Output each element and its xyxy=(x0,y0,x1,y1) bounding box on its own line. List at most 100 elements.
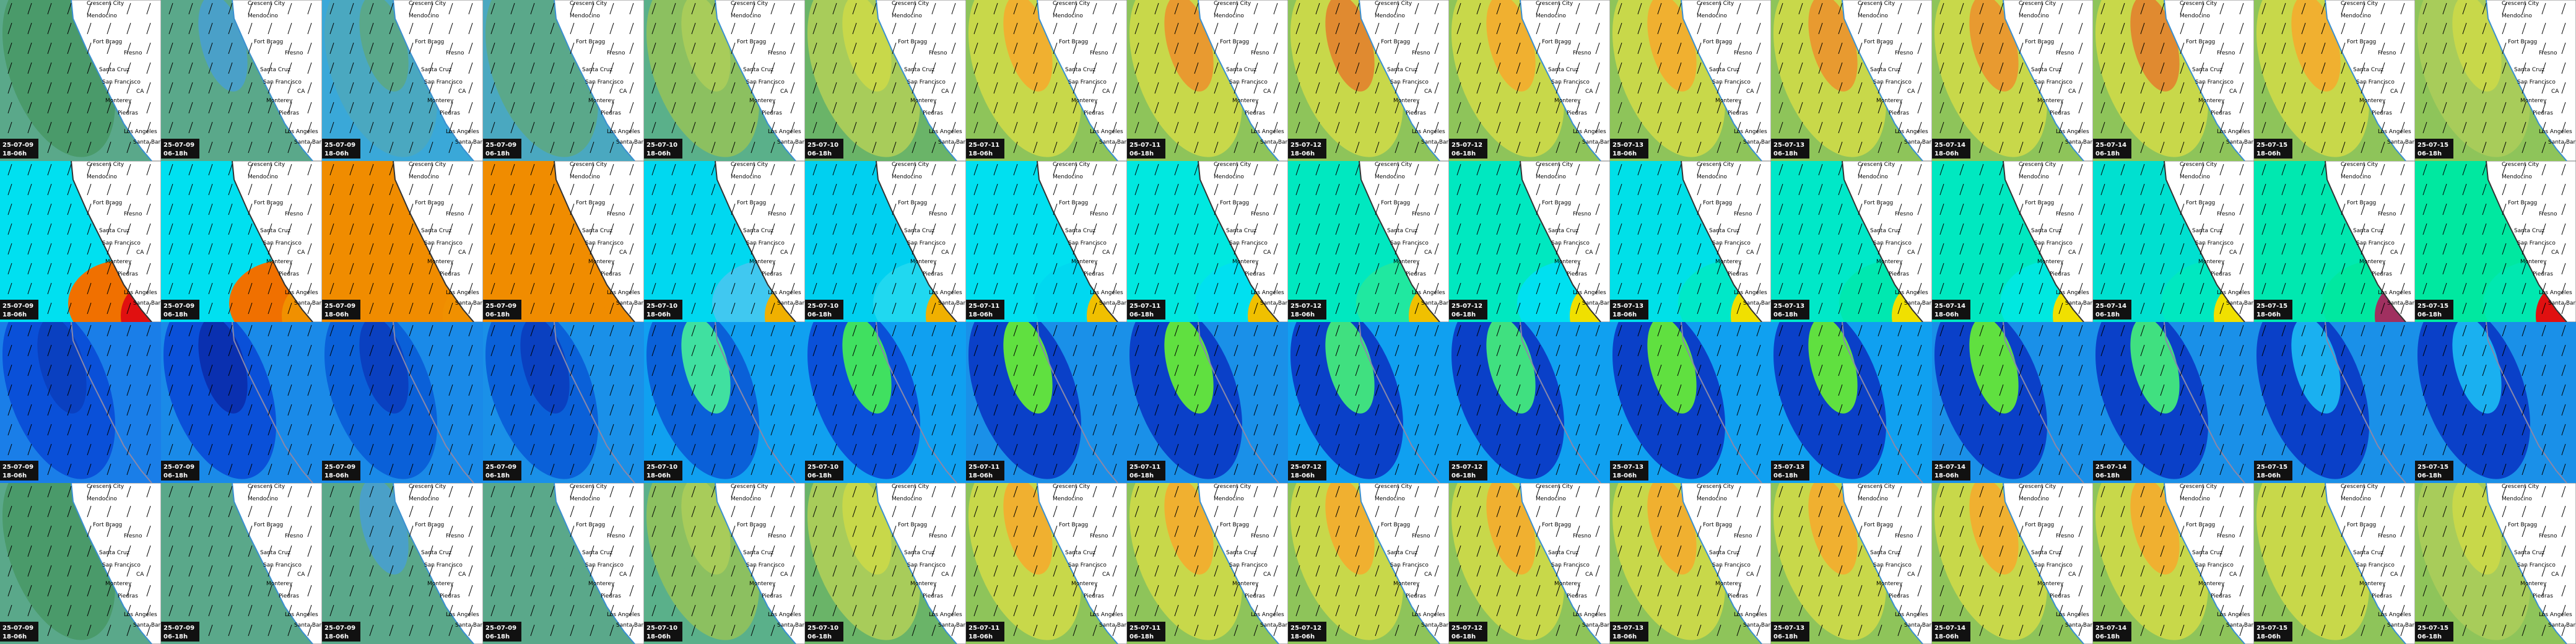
wind-arrow xyxy=(2180,443,2185,456)
wind-arrow xyxy=(1798,121,1803,134)
wind-arrow xyxy=(1595,282,1600,295)
wind-arrow xyxy=(550,62,555,74)
place-label: Los Angeles xyxy=(768,129,801,135)
wind-arrow xyxy=(248,22,253,35)
wind-arrow xyxy=(1697,585,1702,597)
wind-arrow xyxy=(2321,102,2326,114)
wind-arrow xyxy=(711,404,716,416)
wind-arrow xyxy=(2239,2,2244,15)
wind-arrow xyxy=(2239,141,2244,154)
wind-arrow xyxy=(27,505,32,518)
wind-arrow xyxy=(1456,243,1461,255)
wind-arrow xyxy=(1736,344,1741,357)
wind-arrow xyxy=(852,163,857,176)
wind-arrow xyxy=(2400,203,2405,215)
wind-arrow xyxy=(550,364,555,376)
place-label: Monterey xyxy=(910,98,937,104)
wind-arrow xyxy=(47,545,52,557)
wind-arrow xyxy=(1013,263,1018,275)
wind-arrow xyxy=(429,141,433,154)
wind-arrow xyxy=(2219,424,2224,436)
wind-arrow xyxy=(107,384,111,396)
wind-arrow xyxy=(389,364,394,376)
wind-arrow xyxy=(1798,82,1803,94)
wind-arrow xyxy=(1234,22,1238,35)
wind-arrow xyxy=(1798,62,1803,74)
date-label: 25-07-13 xyxy=(1612,142,1643,149)
wind-arrow xyxy=(1273,624,1278,637)
place-label: Fort Bragg xyxy=(1220,39,1249,45)
wind-arrow xyxy=(1556,223,1560,235)
wind-arrow xyxy=(1959,443,1964,456)
wind-arrow xyxy=(1878,42,1882,54)
wind-arrow xyxy=(1414,525,1419,537)
wind-arrow xyxy=(1756,102,1761,114)
wind-arrow xyxy=(2180,364,2185,376)
wind-arrow xyxy=(208,525,213,537)
wind-arrow xyxy=(1575,384,1580,396)
wind-arrow xyxy=(1214,585,1219,597)
wind-arrow xyxy=(1174,585,1179,597)
wind-arrow xyxy=(711,243,716,255)
wind-arrow xyxy=(1858,404,1863,416)
wind-arrow xyxy=(287,102,292,114)
wind-arrow xyxy=(1355,223,1360,235)
wind-arrow xyxy=(27,223,32,235)
wind-arrow xyxy=(609,604,614,617)
wind-arrow xyxy=(1073,344,1077,357)
place-label: Los Angeles xyxy=(929,612,962,618)
wind-arrow xyxy=(87,585,92,597)
wind-arrow xyxy=(1476,404,1481,416)
place-label: Los Angeles xyxy=(2378,129,2411,135)
wind-arrow xyxy=(832,62,837,74)
wind-arrow xyxy=(1897,22,1902,35)
period-label: 18-06h xyxy=(1612,150,1637,157)
wind-arrow xyxy=(832,2,837,15)
wind-arrow xyxy=(146,463,151,476)
wind-arrow xyxy=(2541,203,2546,215)
wind-arrow xyxy=(1617,183,1622,196)
wind-arrow xyxy=(107,364,111,376)
wind-arrow xyxy=(1858,121,1863,134)
wind-arrow xyxy=(510,163,515,176)
date-box xyxy=(1288,300,1326,320)
wind-arrow xyxy=(550,102,555,114)
wind-arrow xyxy=(47,263,52,275)
wind-arrow xyxy=(389,384,394,396)
wind-arrow xyxy=(770,263,775,275)
wind-arrow xyxy=(1697,324,1702,337)
wind-arrow xyxy=(2261,344,2266,357)
wind-arrow xyxy=(2219,404,2224,416)
wind-arrow xyxy=(912,364,916,376)
place-label: Santa Cruz xyxy=(1548,550,1579,556)
wind-arrow xyxy=(510,525,515,537)
wind-arrow xyxy=(872,183,877,196)
place-label: Santa Barbara xyxy=(455,622,495,629)
wind-arrow xyxy=(812,183,817,196)
wind-arrow xyxy=(2219,263,2224,275)
wind-arrow xyxy=(1355,344,1360,357)
wind-arrow xyxy=(1595,223,1600,235)
wind-arrow xyxy=(2281,223,2286,235)
wind-arrow xyxy=(892,282,897,295)
wind-arrow xyxy=(1575,525,1580,537)
wind-arrow xyxy=(448,384,453,396)
wind-arrow xyxy=(570,62,575,74)
wind-arrow xyxy=(2361,404,2365,416)
wind-arrow xyxy=(1073,82,1077,94)
wind-arrow xyxy=(2160,121,2165,134)
wind-arrow xyxy=(329,565,334,577)
wind-arrow xyxy=(448,141,453,154)
wind-arrow xyxy=(448,102,453,114)
place-label: Mendocino xyxy=(1536,496,1566,502)
wind-arrow xyxy=(188,183,193,196)
wind-arrow xyxy=(2442,443,2447,456)
wind-arrow xyxy=(2281,263,2286,275)
date-label: 25-07-12 xyxy=(1290,142,1321,149)
wind-arrow xyxy=(590,545,594,557)
wind-arrow xyxy=(1798,565,1803,577)
place-label: Crescent City xyxy=(2341,162,2378,168)
wind-arrow xyxy=(1818,203,1823,215)
wind-arrow xyxy=(1717,282,1721,295)
